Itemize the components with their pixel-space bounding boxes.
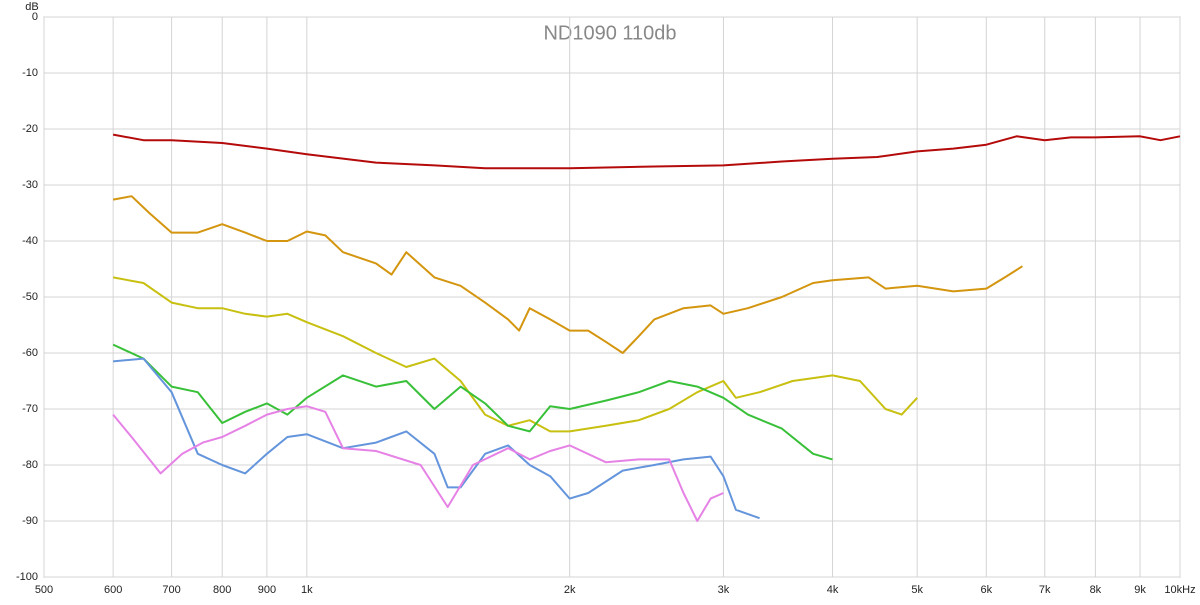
x-tick-label: 700	[162, 584, 180, 596]
x-tick-label: 7k	[1039, 584, 1051, 596]
x-tick-label: 3k	[718, 584, 730, 596]
y-tick-label: 0	[32, 11, 38, 23]
x-tick-label: 4k	[827, 584, 839, 596]
y-tick-label: -20	[22, 123, 38, 135]
x-tick-label: 2k	[564, 584, 576, 596]
y-tick-label: -40	[22, 235, 38, 247]
x-tick-label: 9k	[1134, 584, 1146, 596]
y-axis-label: dB	[25, 1, 38, 13]
x-tick-label: 600	[104, 584, 122, 596]
series-line	[112, 195, 1023, 354]
x-tick-label: 6k	[980, 584, 992, 596]
y-tick-label: -100	[16, 571, 38, 583]
y-tick-label: -70	[22, 403, 38, 415]
y-tick-label: -90	[22, 515, 38, 527]
y-tick-label: -80	[22, 459, 38, 471]
y-tick-label: -10	[22, 67, 38, 79]
y-tick-label: -30	[22, 179, 38, 191]
y-tick-label: -60	[22, 347, 38, 359]
x-tick-label: 900	[258, 584, 276, 596]
chart-title: ND1090 110db	[543, 22, 676, 44]
grid	[43, 16, 1181, 578]
series-line	[112, 133, 1181, 170]
x-tick-label: 8k	[1090, 584, 1102, 596]
x-tick-label: 5k	[911, 584, 923, 596]
x-tick-label: 1k	[301, 584, 313, 596]
y-tick-label: -50	[22, 291, 38, 303]
x-tick-label: 800	[213, 584, 231, 596]
x-tick-label: 10kHz	[1164, 584, 1195, 596]
series-line	[113, 357, 760, 520]
series-line	[112, 276, 918, 433]
series-line	[112, 343, 833, 461]
series-line	[112, 405, 724, 522]
lines	[112, 133, 1181, 522]
x-tick-label: 500	[35, 584, 53, 596]
